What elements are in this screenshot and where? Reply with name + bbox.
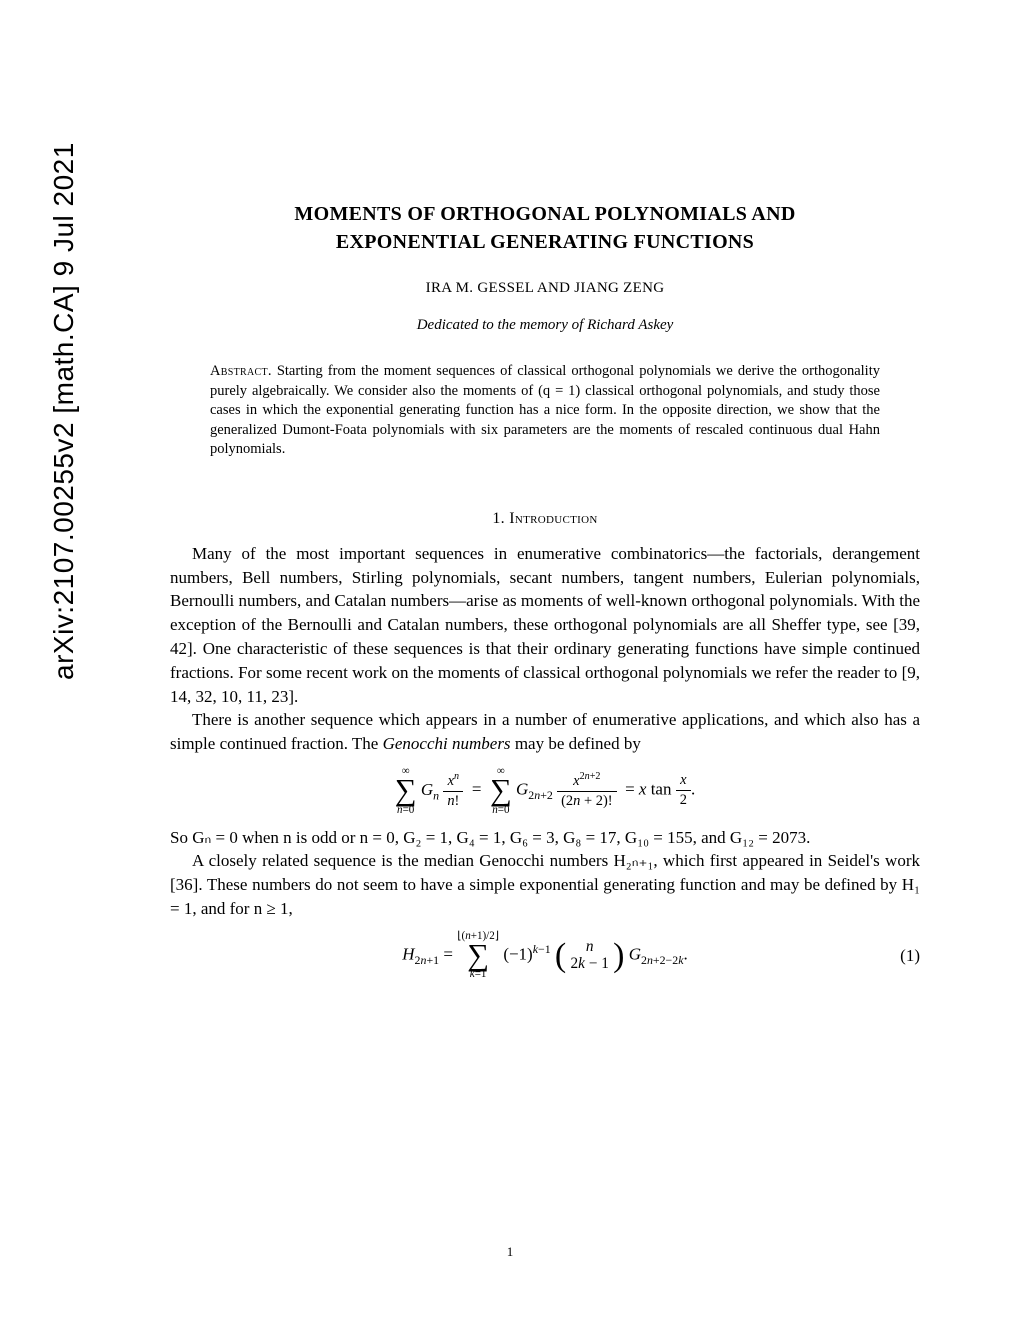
section-title: Introduction — [509, 510, 597, 527]
paragraph-3: So Gₙ = 0 when n is odd or n = 0, G₂ = 1… — [170, 826, 920, 850]
paragraph-1: Many of the most important sequences in … — [170, 542, 920, 709]
title-line-1: MOMENTS OF ORTHOGONAL POLYNOMIALS AND — [294, 203, 795, 225]
paper-authors: IRA M. GESSEL AND JIANG ZENG — [170, 280, 920, 297]
paper-dedication: Dedicated to the memory of Richard Askey — [170, 317, 920, 334]
paper-abstract: Abstract. Starting from the moment seque… — [210, 362, 880, 460]
abstract-label: Abstract. — [210, 363, 272, 379]
paragraph-4: A closely related sequence is the median… — [170, 849, 920, 920]
equation-median-genocchi: H2n+1 = ⌊(n+1)/2⌋ ∑ k=1 (−1)k−1 ( n2k − … — [170, 931, 920, 981]
title-line-2: EXPONENTIAL GENERATING FUNCTIONS — [336, 231, 754, 253]
paragraph-2: There is another sequence which appears … — [170, 708, 920, 756]
sum-symbol: ∞ ∑ n=0 — [490, 766, 512, 816]
fraction: x2n+2 (2n + 2)! — [557, 771, 616, 810]
equation-number: (1) — [900, 946, 920, 966]
section-number: 1. — [492, 510, 505, 527]
fraction: x 2 — [676, 772, 691, 809]
equation-genocchi-definition: ∞ ∑ n=0 Gn xn n! = ∞ ∑ n=0 G2n+2 x2n+2 (… — [170, 766, 920, 816]
fraction: xn n! — [443, 771, 463, 810]
arxiv-identifier: arXiv:2107.00255v2 [math.CA] 9 Jul 2021 — [48, 142, 80, 680]
abstract-text: Starting from the moment sequences of cl… — [210, 363, 880, 457]
page-number: 1 — [0, 1244, 1020, 1260]
para2-part-b: may be defined by — [511, 734, 641, 753]
binomial: ( n2k − 1 ) — [555, 939, 625, 973]
paper-title: MOMENTS OF ORTHOGONAL POLYNOMIALS AND EX… — [170, 200, 920, 256]
paper-content: MOMENTS OF ORTHOGONAL POLYNOMIALS AND EX… — [170, 0, 920, 980]
section-heading: 1. Introduction — [170, 510, 920, 528]
para2-emphasis: Genocchi numbers — [383, 734, 511, 753]
sum-symbol: ∞ ∑ n=0 — [395, 766, 417, 816]
sum-symbol: ⌊(n+1)/2⌋ ∑ k=1 — [457, 931, 499, 981]
